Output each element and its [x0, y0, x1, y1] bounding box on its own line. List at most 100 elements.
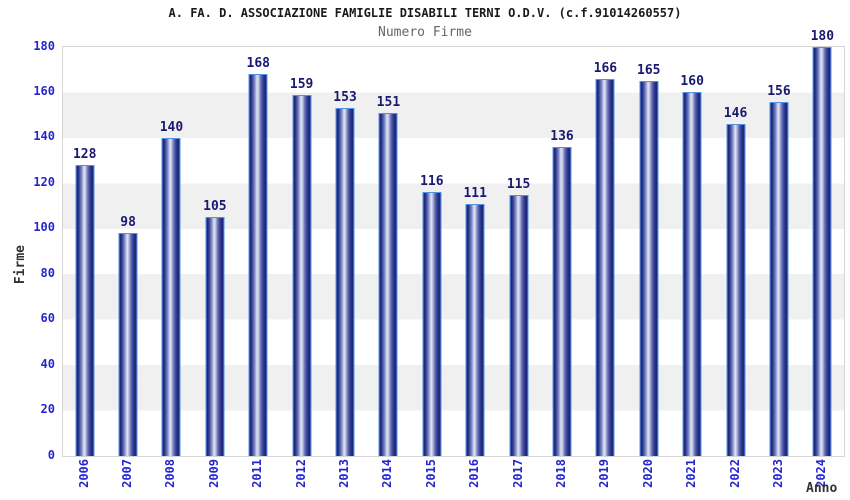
x-axis-tick-labels: 2006 2007 2008 2009 2011 2012 2013 2014 2015 2016… — [62, 459, 843, 500]
x-tick-label-2006: 2006 — [76, 459, 91, 488]
x-tick-slot-2008: 2008 — [149, 459, 192, 500]
bar-slot-2009: 105 — [193, 47, 236, 456]
x-tick-label-2017: 2017 — [510, 459, 525, 488]
x-tick-slot-2019: 2019 — [583, 459, 626, 500]
bar-2008 — [161, 137, 181, 456]
bar-slot-2007: 98 — [106, 47, 149, 456]
x-tick-slot-2016: 2016 — [453, 459, 496, 500]
y-tick-label-60: 60 — [40, 311, 55, 326]
bar-slot-2015: 116 — [410, 47, 453, 456]
x-tick-label-2023: 2023 — [770, 459, 785, 488]
plot-area: 128 98 140 105 168 159 153 151 116 111 115 136 166 16… — [62, 30, 845, 457]
x-tick-slot-2006: 2006 — [62, 459, 105, 500]
bar-slot-2011: 168 — [237, 47, 280, 456]
bar-2022 — [726, 124, 746, 456]
bar-2016 — [465, 203, 485, 456]
bar-slot-2018: 136 — [540, 47, 583, 456]
bar-value-label-2011: 168 — [246, 56, 270, 72]
bar-2024 — [812, 47, 832, 456]
y-tick-label-0: 0 — [47, 447, 55, 462]
bar-slot-2016: 111 — [454, 47, 497, 456]
bar-2021 — [682, 92, 702, 456]
x-tick-label-2018: 2018 — [553, 459, 568, 488]
bar-value-label-2014: 151 — [376, 94, 401, 110]
x-tick-label-2019: 2019 — [597, 459, 612, 488]
bar-value-label-2016: 111 — [463, 185, 487, 201]
bar-value-label-2022: 146 — [723, 106, 748, 122]
bar-value-label-2012: 159 — [289, 76, 314, 92]
y-tick-label-140: 140 — [33, 129, 55, 144]
x-tick-label-2016: 2016 — [467, 459, 482, 488]
y-tick-label-120: 120 — [33, 174, 55, 189]
bar-slot-2022: 146 — [714, 47, 757, 456]
y-tick-label-80: 80 — [40, 265, 55, 280]
x-axis-title: Anno — [806, 481, 838, 496]
bar-2020 — [639, 81, 659, 456]
bar-2007 — [118, 233, 138, 456]
x-tick-slot-2007: 2007 — [105, 459, 148, 500]
x-tick-slot-2021: 2021 — [669, 459, 712, 500]
bar-slot-2021: 160 — [670, 47, 713, 456]
y-tick-label-160: 160 — [33, 83, 55, 98]
bar-value-label-2021: 160 — [680, 74, 704, 90]
x-tick-label-2014: 2014 — [380, 459, 395, 488]
bar-2009 — [205, 217, 225, 456]
bar-slot-2008: 140 — [150, 47, 193, 456]
x-tick-slot-2014: 2014 — [366, 459, 409, 500]
bar-value-label-2008: 140 — [159, 119, 184, 135]
bar-2013 — [335, 108, 355, 456]
x-tick-slot-2012: 2012 — [279, 459, 322, 500]
x-tick-slot-2015: 2015 — [409, 459, 452, 500]
bar-2015 — [422, 192, 442, 456]
bar-slot-2020: 165 — [627, 47, 670, 456]
bar-value-label-2009: 105 — [203, 199, 227, 215]
x-tick-slot-2011: 2011 — [236, 459, 279, 500]
chart-title: A. FA. D. ASSOCIAZIONE FAMIGLIE DISABILI… — [168, 6, 682, 20]
bar-value-label-2024: 180 — [810, 29, 835, 44]
x-tick-label-2011: 2011 — [250, 459, 265, 488]
bar-2017 — [509, 194, 529, 456]
bar-value-label-2018: 136 — [550, 128, 574, 144]
chart-subtitle: Numero Firme — [378, 25, 472, 40]
bar-slot-2012: 159 — [280, 47, 323, 456]
bar-value-label-2017: 115 — [506, 176, 531, 192]
y-tick-label-180: 180 — [33, 38, 55, 53]
bar-slot-2024: 180 — [801, 30, 844, 456]
bar-value-label-2023: 156 — [767, 83, 791, 99]
y-tick-label-20: 20 — [40, 402, 55, 417]
bar-value-label-2015: 116 — [420, 174, 444, 190]
bar-2014 — [378, 112, 398, 456]
bar-slot-2023: 156 — [757, 47, 800, 456]
bar-2018 — [552, 146, 572, 456]
x-tick-slot-2017: 2017 — [496, 459, 539, 500]
x-tick-slot-2023: 2023 — [756, 459, 799, 500]
bar-value-label-2013: 153 — [333, 90, 357, 106]
x-tick-label-2012: 2012 — [293, 459, 308, 488]
bar-slot-2013: 153 — [323, 47, 366, 456]
bar-2006 — [75, 165, 95, 456]
bar-value-label-2020: 165 — [637, 63, 661, 79]
x-tick-label-2013: 2013 — [337, 459, 352, 488]
bar-2012 — [292, 94, 312, 456]
bar-2023 — [769, 101, 789, 456]
x-tick-slot-2020: 2020 — [626, 459, 669, 500]
x-tick-label-2007: 2007 — [120, 459, 135, 488]
x-tick-label-2020: 2020 — [640, 459, 655, 488]
bar-slot-2006: 128 — [63, 47, 106, 456]
x-tick-slot-2009: 2009 — [192, 459, 235, 500]
x-tick-label-2015: 2015 — [423, 459, 438, 488]
bar-value-label-2019: 166 — [593, 60, 618, 76]
x-tick-label-2021: 2021 — [684, 459, 699, 488]
x-tick-label-2008: 2008 — [163, 459, 178, 488]
bar-2019 — [595, 78, 615, 456]
x-tick-slot-2022: 2022 — [713, 459, 756, 500]
x-tick-label-2022: 2022 — [727, 459, 742, 488]
x-tick-slot-2013: 2013 — [322, 459, 365, 500]
bar-slot-2019: 166 — [584, 47, 627, 456]
bar-2011 — [248, 74, 268, 456]
bar-value-label-2007: 98 — [120, 215, 136, 231]
bar-slot-2014: 151 — [367, 47, 410, 456]
bar-value-label-2006: 128 — [72, 147, 97, 163]
x-tick-label-2009: 2009 — [206, 459, 221, 488]
